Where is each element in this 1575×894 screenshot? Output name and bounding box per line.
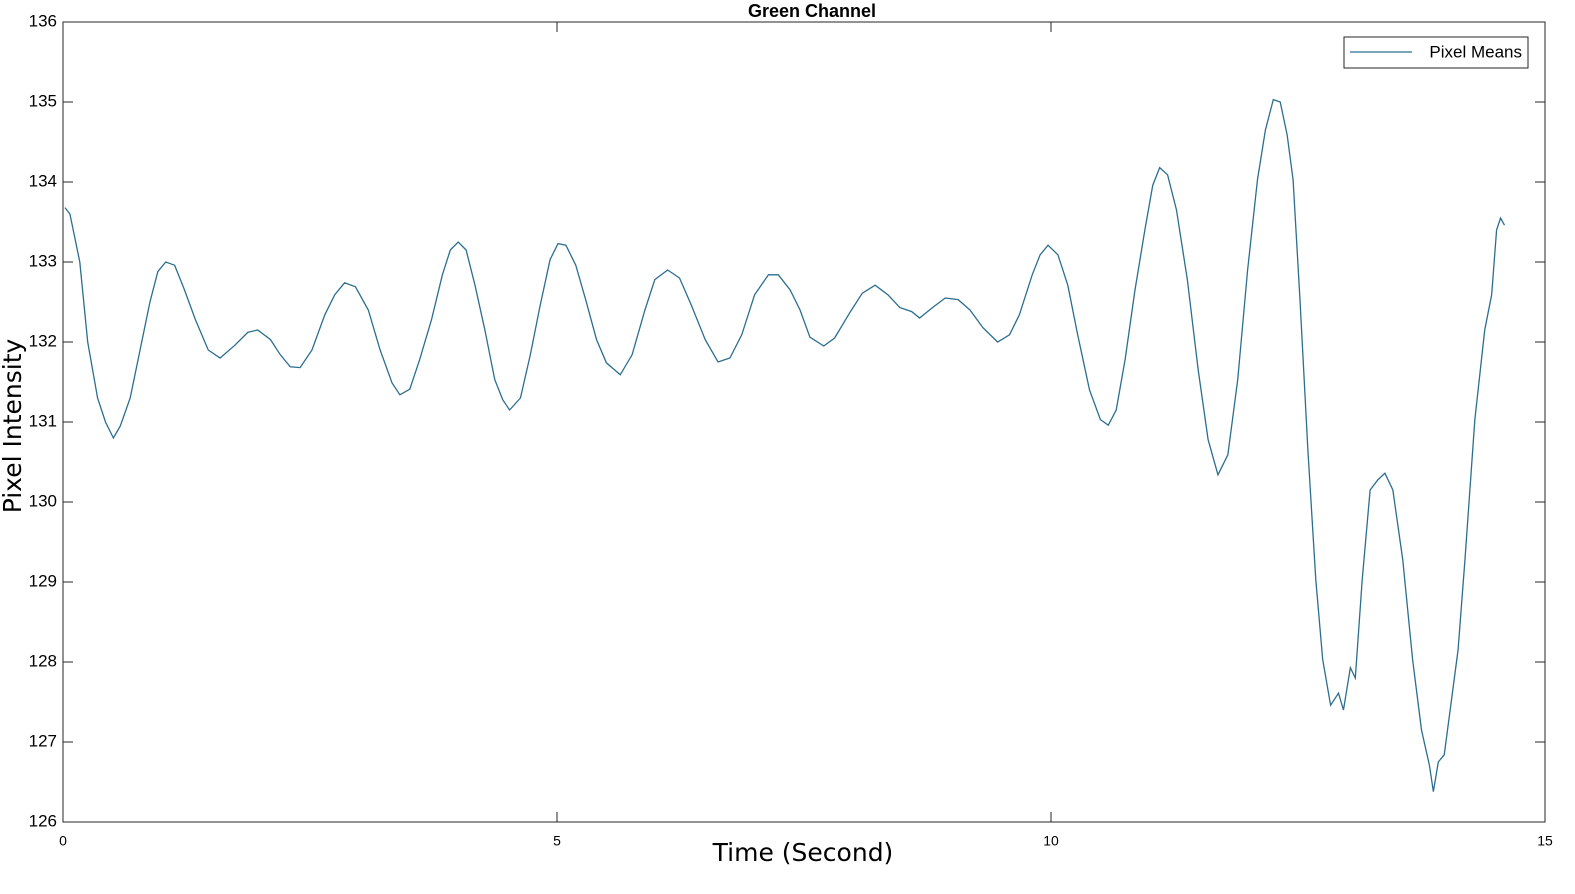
- x-tick-label: 10: [1043, 833, 1059, 849]
- y-tick-label: 134: [29, 171, 57, 190]
- y-tick-label: 132: [29, 331, 57, 350]
- y-axis-label: Pixel Intensity: [0, 339, 27, 514]
- y-tick-label: 133: [29, 251, 57, 270]
- x-tick-label: 15: [1537, 833, 1553, 849]
- plot-area: [62, 21, 1546, 823]
- y-tick-label: 130: [29, 491, 57, 510]
- y-tick-label: 136: [29, 11, 57, 30]
- data-line: [64, 98, 1506, 792]
- chart-title: Green Channel: [748, 1, 876, 21]
- y-tick-label: 129: [29, 571, 57, 590]
- y-tick-label: 126: [29, 811, 57, 830]
- x-axis-label: Time (Second): [712, 838, 894, 867]
- legend: Pixel Means: [1343, 36, 1529, 69]
- y-tick-label: 127: [29, 731, 57, 750]
- legend-label: Pixel Means: [1429, 42, 1522, 61]
- x-tick-label: 5: [553, 833, 561, 849]
- y-tick-label: 131: [29, 411, 57, 430]
- y-tick-label: 135: [29, 91, 57, 110]
- x-tick-label: 0: [59, 833, 67, 849]
- y-tick-label: 128: [29, 651, 57, 670]
